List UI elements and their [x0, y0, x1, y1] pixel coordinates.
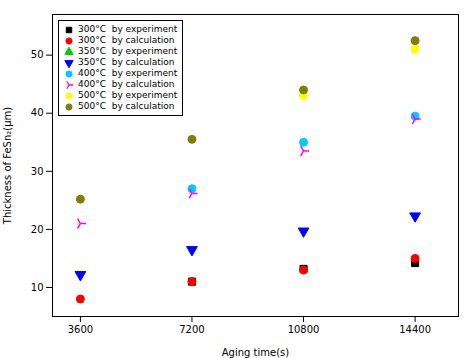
svg-text:3600: 3600: [68, 324, 93, 335]
svg-text:14400: 14400: [399, 324, 431, 335]
svg-text:Aging time(s): Aging time(s): [222, 347, 290, 358]
svg-text:50: 50: [31, 49, 44, 60]
html-text:300°C by calculation: 300°C by calculation: [78, 35, 175, 45]
html-text:300°C by experiment: 300°C by experiment: [78, 24, 178, 34]
svg-text:40: 40: [31, 107, 44, 118]
html-text:350°C by calculation: 350°C by calculation: [78, 57, 175, 67]
html-text:500°C by experiment: 500°C by experiment: [78, 90, 178, 100]
html-text:400°C by experiment: 400°C by experiment: [78, 68, 178, 78]
html-text:400°C by calculation: 400°C by calculation: [78, 79, 175, 89]
svg-text:20: 20: [31, 224, 44, 235]
svg-text:7200: 7200: [179, 324, 204, 335]
svg-text:Thickness of FeSn₂(μm): Thickness of FeSn₂(μm): [2, 107, 13, 225]
svg-text:10800: 10800: [288, 324, 320, 335]
html-text:500°C by calculation: 500°C by calculation: [78, 101, 175, 111]
svg-text:30: 30: [31, 166, 44, 177]
html-text:350°C by experiment: 350°C by experiment: [78, 46, 178, 56]
svg-text:10: 10: [31, 282, 44, 293]
